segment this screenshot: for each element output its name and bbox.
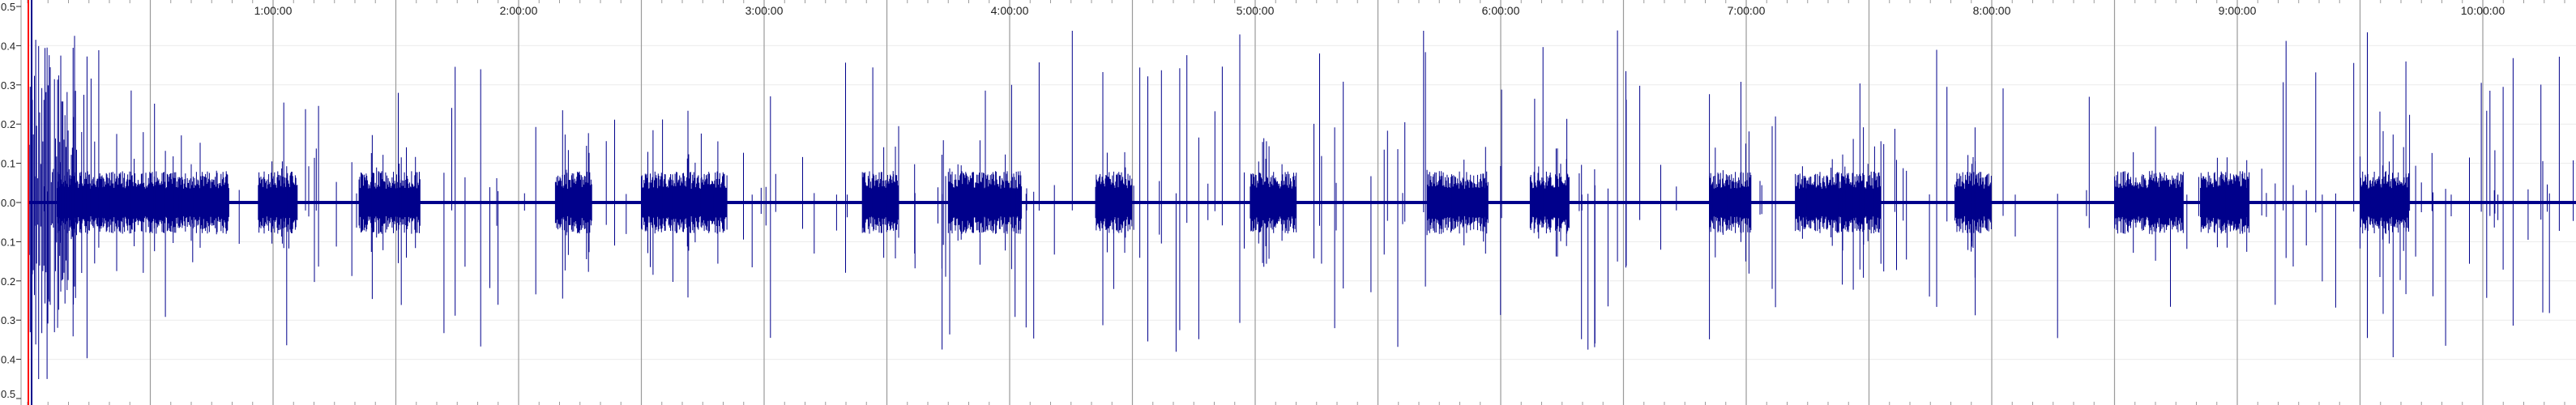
- time-label: 5:00:00: [1237, 4, 1275, 17]
- amplitude-label: 0.3: [1, 314, 15, 326]
- amplitude-label: 0.1: [1, 236, 15, 248]
- amplitude-label: 0.4: [1, 354, 15, 366]
- amplitude-label: 0.5: [1, 388, 15, 400]
- amplitude-label: 0.1: [1, 158, 15, 170]
- amplitude-axis: 0.5 0.4 0.3 0.2 0.1 0.0 0.1 0.2 0.3 0.4 0.5: [0, 0, 22, 405]
- amplitude-label: 0.3: [1, 79, 15, 92]
- time-label: 10:00:00: [2461, 4, 2506, 17]
- time-ruler: 1:00:00 2:00:00 3:00:00 4:00:00 5:00:00 6:00:…: [27, 0, 2565, 405]
- time-label: 2:00:00: [500, 4, 538, 17]
- playhead-cursor[interactable]: [28, 0, 32, 405]
- time-label: 8:00:00: [1973, 4, 2011, 17]
- amplitude-label: 0.5: [1, 1, 15, 13]
- amplitude-label: 0.2: [1, 275, 15, 288]
- time-label: 3:00:00: [745, 4, 784, 17]
- time-label: 6:00:00: [1482, 4, 1520, 17]
- amplitude-label: 0.4: [1, 40, 15, 52]
- time-label: 1:00:00: [254, 4, 293, 17]
- time-label: 9:00:00: [2219, 4, 2257, 17]
- amplitude-label: 0.0: [1, 197, 15, 209]
- time-label: 7:00:00: [1728, 4, 1766, 17]
- amplitude-label: 0.2: [1, 118, 15, 130]
- time-label: 4:00:00: [991, 4, 1029, 17]
- waveform-channel: [28, 30, 2576, 379]
